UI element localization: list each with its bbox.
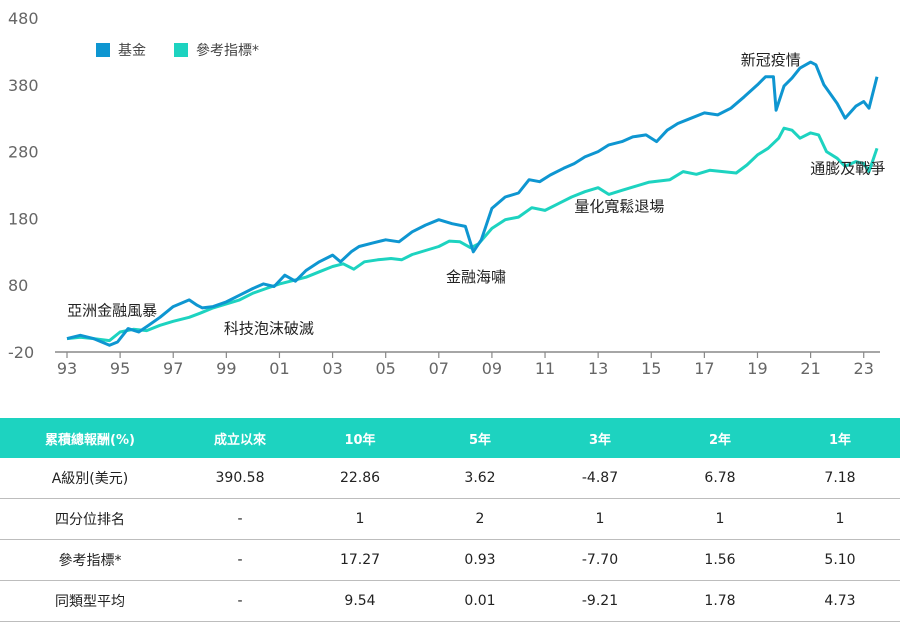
row-label: 四分位排名 (0, 498, 180, 540)
x-tick-label: 11 (535, 359, 555, 378)
table-cell: -9.21 (540, 580, 660, 622)
table-cell: 22.86 (300, 458, 420, 499)
x-tick-label: 05 (376, 359, 396, 378)
x-axis-ticks: 93 95 97 99 01 03 05 07 09 11 13 15 17 19 21 23 (57, 352, 874, 378)
x-tick-label: 97 (163, 359, 183, 378)
table-row: 同類型平均 - 9.54 0.01 -9.21 1.78 4.73 (0, 580, 900, 622)
header-cell: 累積總報酬(%) (0, 418, 180, 458)
table-cell: 1.56 (660, 539, 780, 581)
header-cell: 2年 (660, 418, 780, 458)
x-tick-label: 23 (854, 359, 874, 378)
table-cell: -7.70 (540, 539, 660, 581)
table-cell: - (180, 498, 300, 540)
performance-table: 累積總報酬(%) 成立以來 10年 5年 3年 2年 1年 A級別(美元) 39… (0, 418, 900, 622)
fund-line (66, 60, 879, 347)
event-annotation: 亞洲金融風暴 (67, 301, 157, 319)
event-annotation: 通膨及戰爭 (810, 160, 885, 178)
table-cell: 5.10 (780, 539, 900, 581)
row-label: A級別(美元) (0, 458, 180, 499)
x-tick-label: 99 (216, 359, 236, 378)
event-annotation: 科技泡沫破滅 (224, 319, 314, 337)
y-tick-label: 80 (8, 276, 28, 295)
row-label: 同類型平均 (0, 580, 180, 622)
header-cell: 成立以來 (180, 418, 300, 458)
table-cell: 1 (780, 498, 900, 540)
x-tick-label: 09 (482, 359, 502, 378)
x-tick-label: 17 (694, 359, 714, 378)
table-cell: 7.18 (780, 458, 900, 499)
performance-line-chart: 480 380 280 180 80 -20 93 95 97 99 01 03 05 07 09 11 13… (8, 9, 885, 378)
table-cell: 3.62 (420, 458, 540, 499)
x-tick-label: 15 (641, 359, 661, 378)
series-lines (66, 60, 879, 347)
y-tick-label: -20 (8, 343, 34, 362)
table-cell: 390.58 (180, 458, 300, 499)
table-cell: 1 (540, 498, 660, 540)
header-cell: 10年 (300, 418, 420, 458)
y-tick-label: 280 (8, 143, 39, 162)
event-annotation: 量化寬鬆退場 (574, 198, 664, 216)
benchmark-line (66, 126, 879, 343)
y-axis-ticks: 480 380 280 180 80 -20 (8, 9, 39, 362)
legend-label-fund: 基金 (118, 42, 146, 59)
x-tick-label: 93 (57, 359, 77, 378)
x-tick-label: 95 (110, 359, 130, 378)
legend: 基金 參考指標* (96, 42, 259, 59)
row-label: 參考指標* (0, 539, 180, 581)
table-header-row: 累積總報酬(%) 成立以來 10年 5年 3年 2年 1年 (0, 418, 900, 458)
table-cell: 1 (300, 498, 420, 540)
x-tick-label: 01 (269, 359, 289, 378)
table-cell: 0.93 (420, 539, 540, 581)
table-cell: 1.78 (660, 580, 780, 622)
y-tick-label: 380 (8, 76, 39, 95)
legend-swatch-fund (96, 43, 110, 57)
table-cell: 17.27 (300, 539, 420, 581)
legend-label-benchmark: 參考指標* (196, 43, 259, 59)
table-row: A級別(美元) 390.58 22.86 3.62 -4.87 6.78 7.1… (0, 458, 900, 499)
x-tick-label: 19 (747, 359, 767, 378)
table-cell: -4.87 (540, 458, 660, 499)
table-row: 四分位排名 - 1 2 1 1 1 (0, 498, 900, 540)
table-cell: 9.54 (300, 580, 420, 622)
table-cell: 0.01 (420, 580, 540, 622)
event-annotation: 金融海嘯 (446, 268, 506, 286)
header-cell: 3年 (540, 418, 660, 458)
table-cell: 2 (420, 498, 540, 540)
table-cell: 6.78 (660, 458, 780, 499)
x-tick-label: 21 (800, 359, 820, 378)
header-cell: 5年 (420, 418, 540, 458)
table-cell: 4.73 (780, 580, 900, 622)
y-tick-label: 480 (8, 9, 39, 28)
table-cell: - (180, 539, 300, 581)
table-cell: - (180, 580, 300, 622)
table-cell: 1 (660, 498, 780, 540)
table-row: 參考指標* - 17.27 0.93 -7.70 1.56 5.10 (0, 539, 900, 581)
x-tick-label: 03 (322, 359, 342, 378)
header-cell: 1年 (780, 418, 900, 458)
x-tick-label: 13 (588, 359, 608, 378)
x-tick-label: 07 (429, 359, 449, 378)
legend-swatch-benchmark (174, 43, 188, 57)
event-annotation: 新冠疫情 (741, 51, 801, 69)
y-tick-label: 180 (8, 209, 39, 228)
